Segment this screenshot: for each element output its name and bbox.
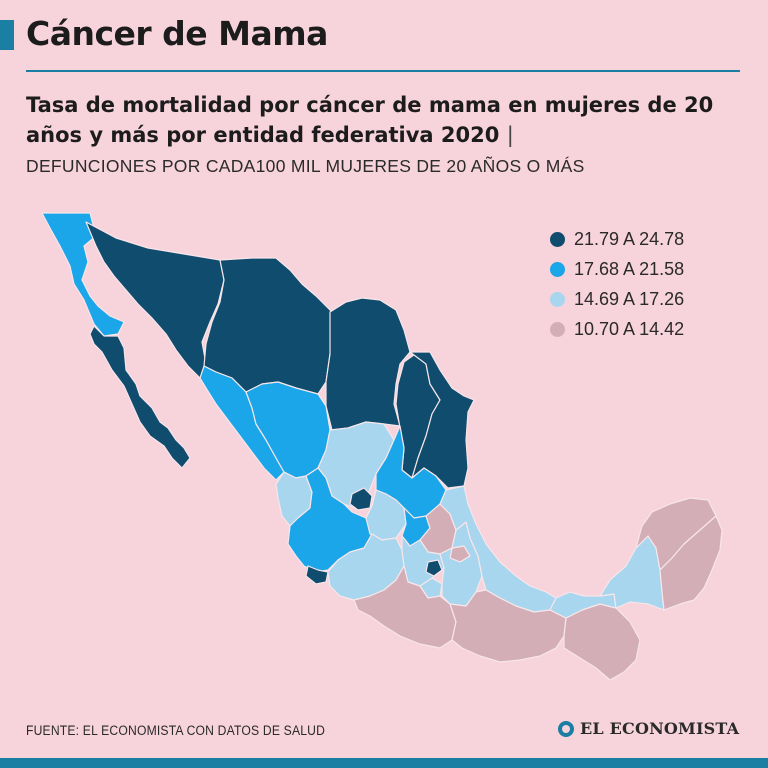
subtitle-separator: | — [506, 123, 514, 147]
subtitle: Tasa de mortalidad por cáncer de mama en… — [26, 90, 746, 150]
state-chihuahua[interactable] — [203, 257, 341, 395]
bottom-accent-bar — [0, 758, 768, 768]
units-label: DEFUNCIONES POR CADA100 MIL MUJERES DE 2… — [26, 156, 585, 176]
brand-logo: EL ECONOMISTA — [558, 719, 739, 738]
page-title: Cáncer de Mama — [26, 14, 328, 53]
state-shapes — [41, 212, 723, 681]
subtitle-text: Tasa de mortalidad por cáncer de mama en… — [26, 93, 714, 147]
legend-label: 21.79 A 24.78 — [574, 228, 685, 249]
legend-item: 21.79 A 24.78 — [550, 224, 684, 254]
state-colima[interactable] — [305, 565, 329, 585]
source-note: FUENTE: EL ECONOMISTA CON DATOS DE SALUD — [26, 723, 326, 738]
state-quintana-roo[interactable] — [659, 515, 723, 611]
brand-name: EL ECONOMISTA — [580, 719, 740, 738]
legend-swatch — [550, 321, 565, 337]
legend-label: 17.68 A 21.58 — [574, 258, 685, 279]
title-accent-bar — [0, 20, 14, 50]
state-ciudad-de-mexico[interactable] — [425, 559, 443, 577]
legend-item: 17.68 A 21.58 — [550, 254, 684, 284]
state-chiapas[interactable] — [563, 603, 641, 681]
legend-label: 14.69 A 17.26 — [574, 288, 685, 309]
globe-icon — [558, 720, 574, 737]
map-legend: 21.79 A 24.78 17.68 A 21.58 14.69 A 17.2… — [550, 224, 684, 344]
title-divider — [26, 70, 740, 72]
state-baja-california[interactable] — [41, 212, 125, 337]
legend-swatch — [550, 261, 565, 277]
legend-item: 10.70 A 14.42 — [550, 314, 684, 344]
state-sinaloa[interactable] — [199, 365, 285, 481]
state-aguascalientes[interactable] — [349, 487, 373, 511]
legend-label: 10.70 A 14.42 — [574, 318, 685, 339]
legend-item: 14.69 A 17.26 — [550, 284, 684, 314]
legend-swatch — [550, 231, 565, 247]
legend-swatch — [550, 291, 565, 307]
state-tamaulipas[interactable] — [409, 351, 475, 489]
state-baja-california-sur[interactable] — [89, 325, 191, 469]
